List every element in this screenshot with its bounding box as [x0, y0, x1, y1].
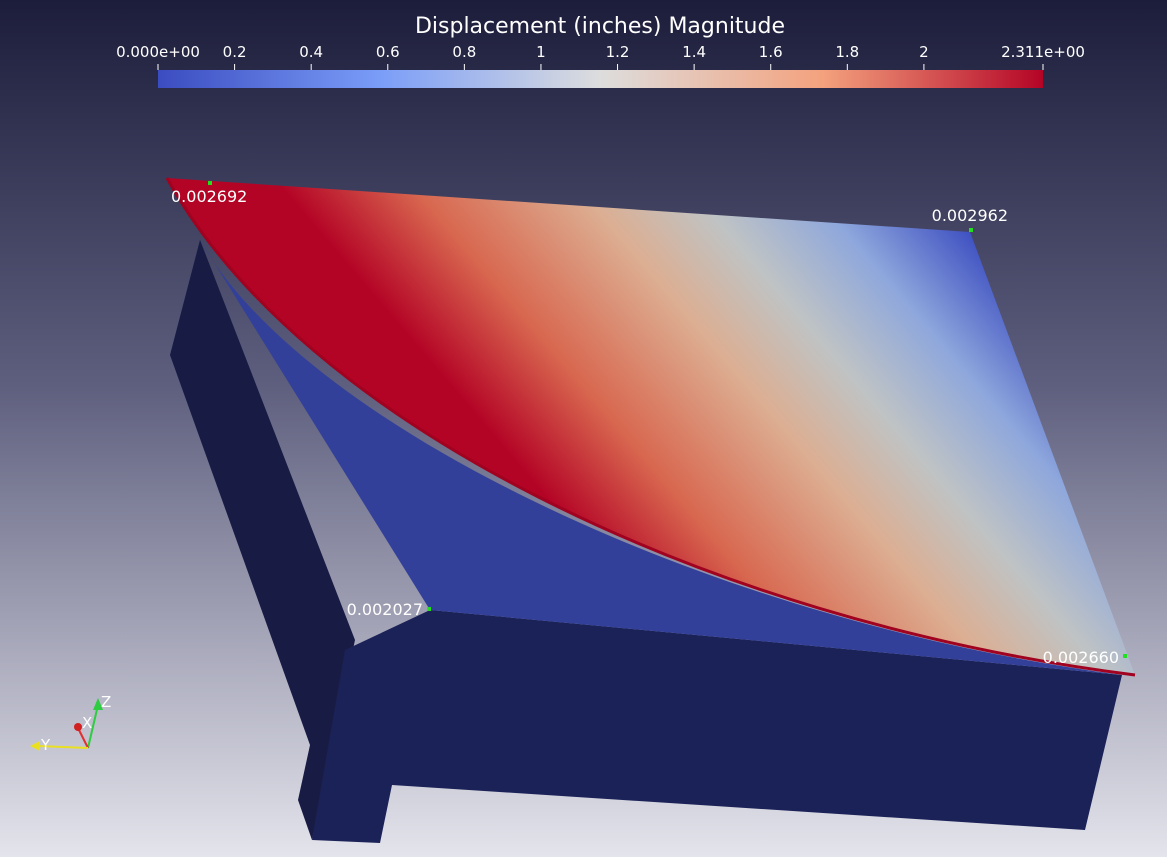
sheet-edge [165, 177, 1136, 677]
tick-label: 1 [536, 43, 546, 61]
z-label: Z [101, 693, 111, 711]
point-marker [427, 607, 431, 611]
tick-label: 2.311e+00 [1001, 43, 1085, 61]
tick-label: 1.2 [606, 43, 630, 61]
legend-title: Displacement (inches) Magnitude [415, 14, 785, 39]
tick-label: 1.8 [835, 43, 859, 61]
point-label: 0.002962 [932, 206, 1008, 225]
y-arrow [30, 741, 40, 751]
tick-label: 1.6 [759, 43, 783, 61]
point-label: 0.002027 [347, 600, 423, 619]
front-wall [312, 610, 1122, 843]
y-label: Y [40, 736, 51, 754]
x-label: X [82, 714, 92, 732]
tick-label: 0.8 [452, 43, 476, 61]
point-marker [208, 181, 212, 185]
z-arrow [93, 698, 103, 710]
point-labels: 0.002692 0.002962 0.002027 0.002660 [171, 181, 1127, 667]
x-axis [77, 727, 89, 749]
tick-label: 0.4 [299, 43, 323, 61]
axes-triad: Z X Y [30, 693, 111, 754]
z-axis [87, 704, 99, 749]
y-axis [37, 745, 89, 749]
color-bar [158, 70, 1043, 88]
tick-label: 1.4 [682, 43, 706, 61]
tick-label: 0.000e+00 [116, 43, 200, 61]
point-marker [1123, 654, 1127, 658]
tick-label: 2 [919, 43, 929, 61]
point-label: 0.002660 [1043, 648, 1119, 667]
point-label: 0.002692 [171, 187, 247, 206]
color-bar-ticks: 0.000e+00 0.2 0.4 0.6 0.8 1 1.2 1.4 1.6 1.8 2 2.311… [116, 43, 1085, 70]
tick-label: 0.6 [376, 43, 400, 61]
deformed-sheet [167, 178, 1135, 675]
point-marker [969, 228, 973, 232]
tick-label: 0.2 [223, 43, 247, 61]
x-arrow [74, 723, 82, 731]
inner-floor [200, 240, 1122, 675]
side-wall [170, 240, 355, 840]
